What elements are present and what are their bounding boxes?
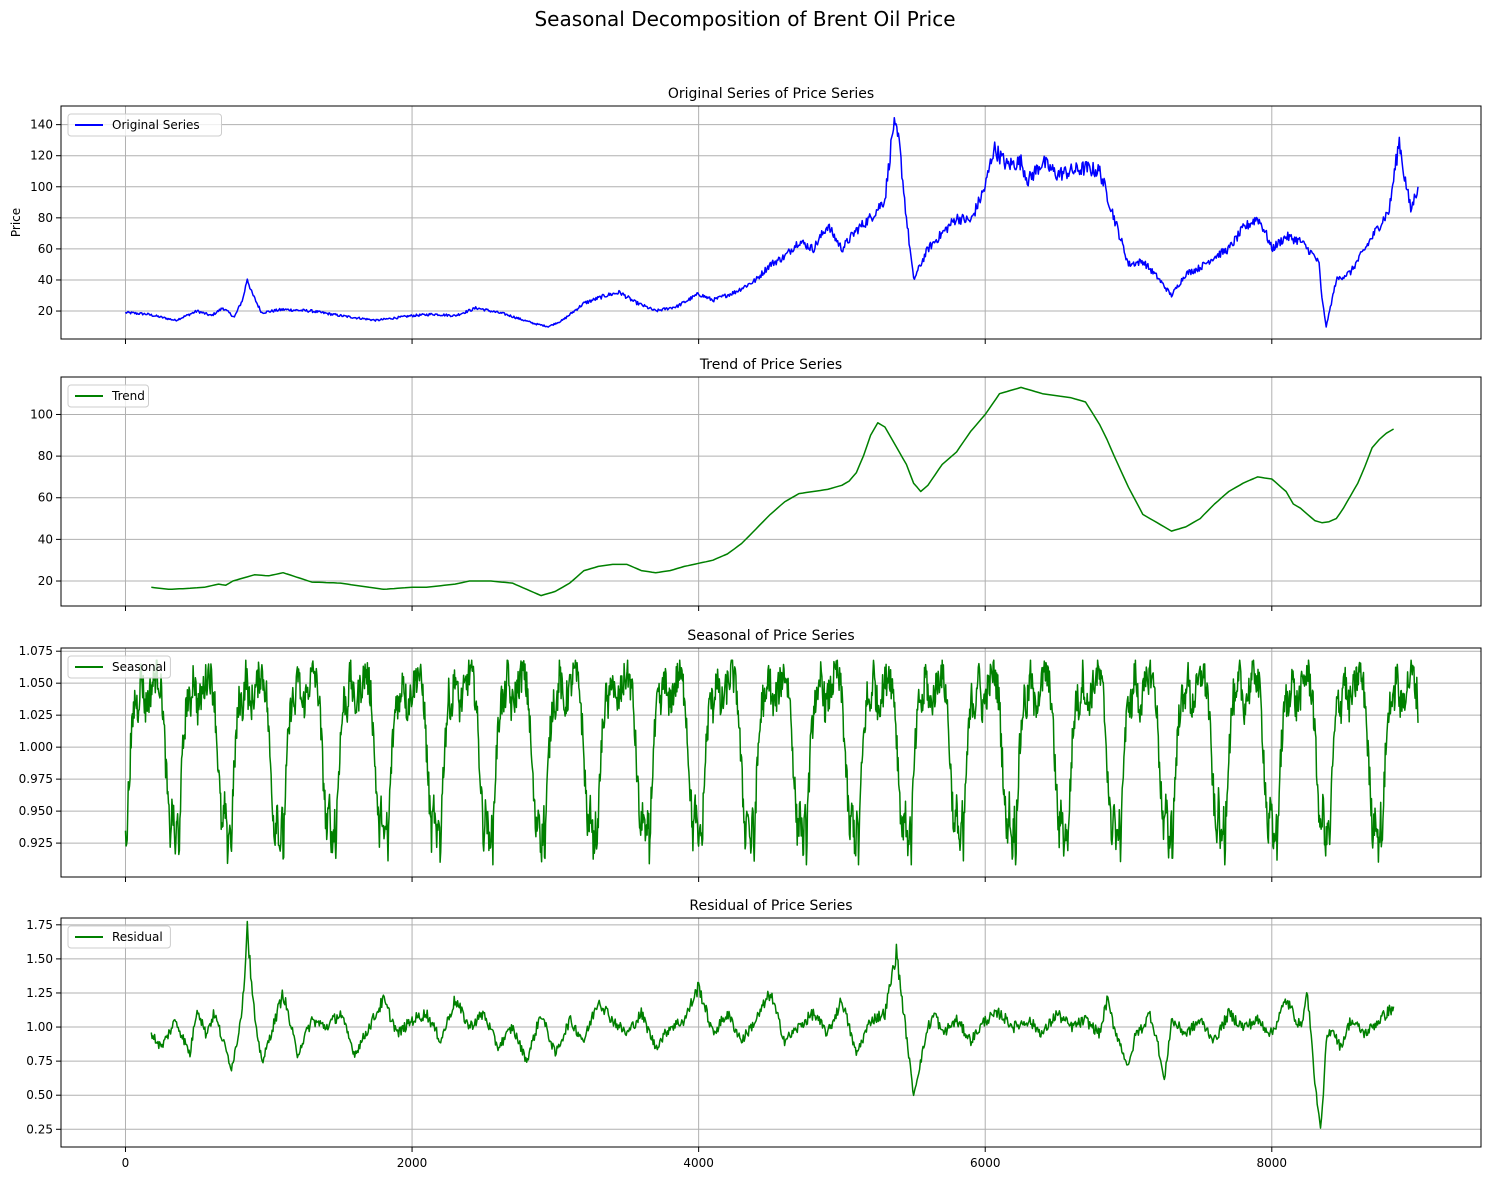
legend: Seasonal bbox=[67, 655, 171, 679]
panel-3: 0.925 0.950 0.975 1.000 1.025 1.050 1.075 Seaso… bbox=[19, 628, 1482, 882]
panel-2: 20 40 60 80 100 Trend of Price Series Trend bbox=[30, 357, 1482, 611]
series-line-residual bbox=[150, 920, 1395, 1129]
y-tick-label: 1.00 bbox=[26, 1020, 53, 1034]
y-axis-label: Price bbox=[9, 208, 23, 237]
y-tick-label: 60 bbox=[38, 491, 53, 505]
y-tick-label: 0.950 bbox=[19, 804, 53, 818]
y-tick-label: 1.025 bbox=[19, 708, 53, 722]
legend-label: Trend bbox=[111, 389, 145, 403]
panel-title: Seasonal of Price Series bbox=[687, 628, 854, 644]
y-tick-label: 0.75 bbox=[26, 1054, 53, 1068]
y-tick-label: 0.975 bbox=[19, 772, 53, 786]
panel-4: 0 2000 4000 6000 8000 0.25 0.50 0.75 1.00 1.25 1.5… bbox=[26, 898, 1482, 1170]
y-tick-label: 1.75 bbox=[26, 918, 53, 932]
axes-frame bbox=[60, 647, 1482, 878]
panel-1: 20 40 60 80 100 120 140 Original Series of Pric… bbox=[9, 86, 1482, 344]
y-tick-label: 1.50 bbox=[26, 952, 53, 966]
y-tick-label: 0.925 bbox=[19, 836, 53, 850]
y-tick-label: 120 bbox=[30, 149, 53, 163]
y-tick-label: 60 bbox=[38, 242, 53, 256]
legend-box bbox=[67, 925, 171, 949]
y-tick-label: 40 bbox=[38, 273, 53, 287]
panel-title: Original Series of Price Series bbox=[668, 86, 874, 102]
y-tick-label: 0.50 bbox=[26, 1088, 53, 1102]
legend-box bbox=[67, 113, 222, 137]
y-tick-label: 80 bbox=[38, 449, 53, 463]
legend-box bbox=[67, 655, 171, 679]
x-tick-label: 2000 bbox=[397, 1156, 428, 1170]
legend: Original Series bbox=[67, 113, 222, 137]
panels-group: 20 40 60 80 100 120 140 Original Series of Pric… bbox=[9, 86, 1482, 1170]
y-tick-label: 80 bbox=[38, 211, 53, 225]
series-line-seasonal bbox=[124, 659, 1419, 866]
figure-title: Seasonal Decomposition of Brent Oil Pric… bbox=[534, 7, 955, 31]
y-tick-label: 40 bbox=[38, 532, 53, 546]
legend-box bbox=[67, 384, 149, 408]
y-tick-label: 20 bbox=[38, 574, 53, 588]
axes-frame bbox=[60, 917, 1482, 1148]
legend-label: Residual bbox=[112, 930, 163, 944]
x-tick-label: 6000 bbox=[970, 1156, 1001, 1170]
y-tick-label: 140 bbox=[30, 118, 53, 132]
y-tick-label: 100 bbox=[30, 180, 53, 194]
y-tick-label: 1.25 bbox=[26, 986, 53, 1000]
y-tick-label: 1.050 bbox=[19, 676, 53, 690]
axes-frame bbox=[60, 105, 1482, 340]
series-line-original-series bbox=[124, 116, 1419, 328]
y-tick-label: 1.000 bbox=[19, 740, 53, 754]
y-tick-label: 0.25 bbox=[26, 1122, 53, 1136]
x-tick-label: 8000 bbox=[1257, 1156, 1288, 1170]
legend: Trend bbox=[67, 384, 149, 408]
y-tick-label: 100 bbox=[30, 407, 53, 421]
x-tick-label: 4000 bbox=[683, 1156, 714, 1170]
series-line-trend bbox=[151, 386, 1394, 597]
y-tick-label: 1.075 bbox=[19, 644, 53, 658]
legend-label: Seasonal bbox=[112, 660, 166, 674]
legend: Residual bbox=[67, 925, 171, 949]
y-tick-label: 20 bbox=[38, 304, 53, 318]
x-tick-label: 0 bbox=[122, 1156, 130, 1170]
panel-title: Trend of Price Series bbox=[699, 357, 842, 373]
axes-frame bbox=[60, 376, 1482, 607]
legend-label: Original Series bbox=[112, 118, 200, 132]
panel-title: Residual of Price Series bbox=[689, 898, 852, 914]
